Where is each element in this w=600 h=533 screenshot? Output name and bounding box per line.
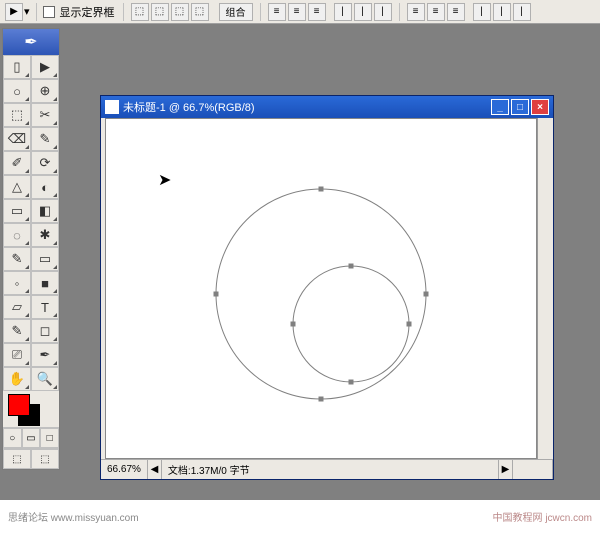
path-mode-btn-2[interactable]: ⬚ [151, 3, 169, 21]
edit-in-ir-btn[interactable]: ⬚ [3, 449, 31, 469]
dist-btn-4[interactable]: | [473, 3, 491, 21]
jump-to-btn[interactable]: ⬚ [31, 449, 59, 469]
dist-btn-2[interactable]: ≡ [427, 3, 445, 21]
tool-4-0[interactable]: ✐ [3, 151, 31, 175]
tool-5-0[interactable]: △ [3, 175, 31, 199]
tool-6-0[interactable]: ▭ [3, 199, 31, 223]
tool-11-1[interactable]: ◻ [31, 319, 59, 343]
foreground-color-swatch[interactable] [8, 394, 30, 416]
dist-btn-1[interactable]: ≡ [407, 3, 425, 21]
dist-btn-6[interactable]: | [513, 3, 531, 21]
footer-right: 中国教程网 jcwcn.com [493, 509, 592, 524]
status-spacer [513, 460, 553, 479]
tool-10-1[interactable]: T [31, 295, 59, 319]
align-btn-1[interactable]: ≡ [268, 3, 286, 21]
align-btn-5[interactable]: | [354, 3, 372, 21]
ps-feather-icon: ✒ [24, 32, 37, 52]
tool-12-0[interactable]: ⎚ [3, 343, 31, 367]
align-btn-2[interactable]: ≡ [288, 3, 306, 21]
tool-5-1[interactable]: ◐ [31, 175, 59, 199]
close-button[interactable]: × [531, 99, 549, 115]
app-workspace: ▶ ▾ 显示定界框 ⬚ ⬚ ⬚ ⬚ 组合 ≡ ≡ ≡ | | | ≡ ≡ ≡ |… [0, 0, 600, 500]
tool-11-0[interactable]: ✎ [3, 319, 31, 343]
tool-8-1[interactable]: ▭ [31, 247, 59, 271]
tool-13-1[interactable]: 🔍 [31, 367, 59, 391]
document-window: 未标题-1 @ 66.7%(RGB/8) _ □ × 66.67% ◀ 文档:1… [100, 95, 554, 480]
zoom-level[interactable]: 66.67% [101, 460, 148, 479]
dropdown-arrow-icon[interactable]: ▾ [24, 5, 30, 18]
dist-btn-5[interactable]: | [493, 3, 511, 21]
document-icon [105, 100, 119, 114]
tool-0-0[interactable]: ▯ [3, 55, 31, 79]
path-mode-btn-3[interactable]: ⬚ [171, 3, 189, 21]
tool-10-0[interactable]: ▱ [3, 295, 31, 319]
quickmask-mode-btn[interactable]: ▭ [22, 428, 41, 448]
color-swatches [3, 391, 59, 427]
tool-1-1[interactable]: ⊕ [31, 79, 59, 103]
tool-6-1[interactable]: ◧ [31, 199, 59, 223]
tool-9-1[interactable]: ■ [31, 271, 59, 295]
doc-info[interactable]: 文档:1.37M/0 字节 [162, 460, 499, 479]
tool-4-1[interactable]: ⟳ [31, 151, 59, 175]
vertical-scrollbar[interactable] [537, 118, 553, 459]
footer-left: 思绪论坛 www.missyuan.com [8, 509, 139, 524]
tool-2-1[interactable]: ✂ [31, 103, 59, 127]
tool-13-0[interactable]: ✋ [3, 367, 31, 391]
status-bar: 66.67% ◀ 文档:1.37M/0 字节 ▶ [101, 459, 553, 479]
dist-btn-3[interactable]: ≡ [447, 3, 465, 21]
toolbox-panel: ✒ ▯▶○⊕⬚✂⌫✎✐⟳△◐▭◧◌✱✎▭◦■▱T✎◻⎚✒✋🔍 ○ ▭ □ ⬚ ⬚ [2, 28, 60, 470]
tool-7-1[interactable]: ✱ [31, 223, 59, 247]
document-titlebar[interactable]: 未标题-1 @ 66.7%(RGB/8) _ □ × [101, 96, 553, 118]
align-btn-6[interactable]: | [374, 3, 392, 21]
tool-1-0[interactable]: ○ [3, 79, 31, 103]
maximize-button[interactable]: □ [511, 99, 529, 115]
tool-7-0[interactable]: ◌ [3, 223, 31, 247]
tool-3-0[interactable]: ⌫ [3, 127, 31, 151]
align-btn-3[interactable]: ≡ [308, 3, 326, 21]
status-arrow-right[interactable]: ▶ [499, 460, 513, 479]
options-bar: ▶ ▾ 显示定界框 ⬚ ⬚ ⬚ ⬚ 组合 ≡ ≡ ≡ | | | ≡ ≡ ≡ |… [0, 0, 600, 24]
cursor-icon: ➤ [158, 170, 171, 190]
status-arrow-left[interactable]: ◀ [148, 460, 162, 479]
toolbox-header[interactable]: ✒ [3, 29, 59, 55]
tool-3-1[interactable]: ✎ [31, 127, 59, 151]
move-tool-indicator[interactable]: ▶ [5, 3, 23, 21]
minimize-button[interactable]: _ [491, 99, 509, 115]
tool-grid: ▯▶○⊕⬚✂⌫✎✐⟳△◐▭◧◌✱✎▭◦■▱T✎◻⎚✒✋🔍 [3, 55, 59, 391]
show-bounds-label: 显示定界框 [60, 4, 115, 20]
standard-mode-btn[interactable]: ○ [3, 428, 22, 448]
tool-12-1[interactable]: ✒ [31, 343, 59, 367]
tool-8-0[interactable]: ✎ [3, 247, 31, 271]
page-footer: 思绪论坛 www.missyuan.com 中国教程网 jcwcn.com [0, 500, 600, 533]
screen-mode-btn[interactable]: □ [40, 428, 59, 448]
tool-0-1[interactable]: ▶ [31, 55, 59, 79]
document-title-text: 未标题-1 @ 66.7%(RGB/8) [123, 99, 255, 115]
combine-button[interactable]: 组合 [219, 3, 253, 21]
show-bounds-checkbox[interactable] [43, 6, 55, 18]
tool-2-0[interactable]: ⬚ [3, 103, 31, 127]
tool-9-0[interactable]: ◦ [3, 271, 31, 295]
path-mode-btn-1[interactable]: ⬚ [131, 3, 149, 21]
jump-row: ⬚ ⬚ [3, 448, 59, 469]
path-mode-btn-4[interactable]: ⬚ [191, 3, 209, 21]
align-btn-4[interactable]: | [334, 3, 352, 21]
mask-mode-row: ○ ▭ □ [3, 427, 59, 448]
